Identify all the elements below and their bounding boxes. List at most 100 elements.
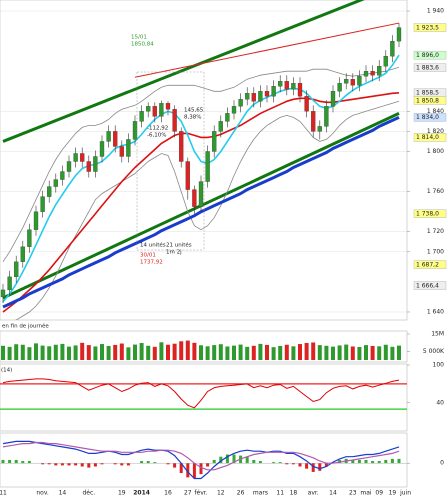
macd-bar — [173, 463, 177, 468]
volume-bar — [397, 345, 401, 360]
volume-bar — [225, 346, 230, 360]
y-tick-label: 1 640 — [427, 308, 444, 315]
macd-bar — [311, 463, 315, 472]
candle-body — [317, 126, 322, 132]
volume-bar — [67, 346, 71, 360]
candle-body — [7, 276, 12, 291]
macd-bar — [219, 456, 223, 464]
candle-body — [383, 56, 388, 67]
volume-bar — [192, 342, 197, 360]
candle-body — [258, 91, 263, 102]
candle-body — [33, 211, 39, 230]
lower-panels: 1 640 1 700 1 720 1 760 1 800 1 820 1 840 1 940… — [0, 8, 447, 497]
candle-body — [40, 196, 45, 212]
volume-bar — [100, 344, 104, 360]
macd-bar — [364, 459, 368, 464]
volume-bar — [364, 345, 368, 360]
volume-bar — [113, 344, 118, 360]
volume-bar — [304, 343, 309, 360]
x-tick-label: nov. — [36, 490, 49, 497]
volume-bar — [291, 346, 296, 360]
candle-body — [80, 153, 85, 162]
candle-body — [0, 289, 6, 298]
candle-body — [377, 66, 382, 76]
volume-bar — [350, 346, 355, 360]
macd-bar — [186, 463, 190, 478]
macd-bar — [206, 463, 210, 467]
macd-line — [2, 441, 400, 471]
y-tick-label: 100 — [433, 362, 445, 369]
candle-body — [330, 91, 336, 107]
x-tick-label: avr. — [308, 490, 319, 497]
annotation: 145,65 — [184, 108, 204, 114]
macd-bar — [179, 463, 183, 474]
volume-bar — [298, 344, 302, 360]
annotation: 30/01 — [140, 253, 156, 259]
volume-bar — [139, 343, 144, 360]
price-tag — [413, 23, 447, 32]
volume-bar — [27, 347, 32, 360]
y-tick-label: 1 760 — [427, 188, 444, 195]
macd-bar — [113, 463, 117, 465]
volume-bar — [199, 345, 203, 360]
price-tag-label: 1 738,0 — [416, 210, 439, 217]
candle-body — [370, 71, 375, 76]
macd-bar — [60, 463, 64, 466]
macd-line — [2, 440, 400, 480]
x-tick-label: 11 — [0, 490, 7, 497]
x-tick-label: 19 — [118, 490, 126, 497]
volume-bar — [377, 346, 382, 360]
macd-bar — [1, 459, 5, 464]
volume-bar — [251, 345, 256, 360]
candle-body — [324, 106, 329, 127]
annotation: 1737,92 — [140, 260, 163, 266]
volume-bar — [278, 345, 283, 360]
candle-body — [264, 91, 270, 97]
volume-bar — [324, 345, 329, 360]
macd-bar — [258, 461, 262, 464]
x-tick-label: 14 — [59, 490, 67, 497]
macd-bar — [27, 461, 31, 464]
volume-bar — [1, 345, 5, 360]
x-tick-label: 2014 — [133, 490, 150, 497]
macd-bar — [305, 463, 309, 469]
candle-body — [73, 153, 78, 162]
volume-bar — [93, 346, 98, 360]
annotation: 1850,84 — [131, 42, 154, 48]
candle-body — [251, 93, 256, 102]
x-tick-label: déc. — [82, 490, 95, 497]
price-tag-label: 1 834,0 — [416, 114, 439, 121]
volume-bar — [80, 342, 85, 360]
candle-body — [212, 131, 217, 152]
annotation: -6,10% — [147, 133, 166, 139]
x-tick-label: 16 — [164, 490, 172, 497]
indicator-line — [2, 116, 400, 309]
volume-bar — [106, 345, 111, 360]
x-tick-label: mai — [360, 490, 372, 497]
x-tick-label: 11 — [276, 490, 284, 497]
macd-bar — [291, 463, 295, 465]
volume-bar — [152, 346, 157, 360]
macd-bar — [351, 459, 355, 464]
macd-bar — [298, 463, 302, 467]
volume-bar — [245, 346, 250, 360]
price-tag-label: 1 858,5 — [416, 90, 439, 97]
price-tag — [413, 260, 447, 269]
price-tag-label: 1 883,6 — [416, 64, 439, 71]
y-tick-label: 1 820 — [427, 128, 444, 135]
candle-body — [192, 189, 197, 207]
x-tick-label: 09 — [375, 490, 383, 497]
footnote: en fin de journée — [2, 323, 49, 330]
macd-bar — [357, 459, 361, 464]
macd-bar — [126, 463, 130, 466]
candle-body — [297, 83, 303, 97]
price-tag — [413, 96, 447, 105]
volume-bar — [7, 346, 12, 360]
candle-body — [86, 161, 91, 172]
candle-body — [165, 103, 171, 110]
y-tick-label: 1 940 — [427, 8, 444, 15]
candle-body — [185, 161, 190, 190]
macd-bar — [8, 459, 12, 464]
macd-bar — [54, 463, 58, 466]
